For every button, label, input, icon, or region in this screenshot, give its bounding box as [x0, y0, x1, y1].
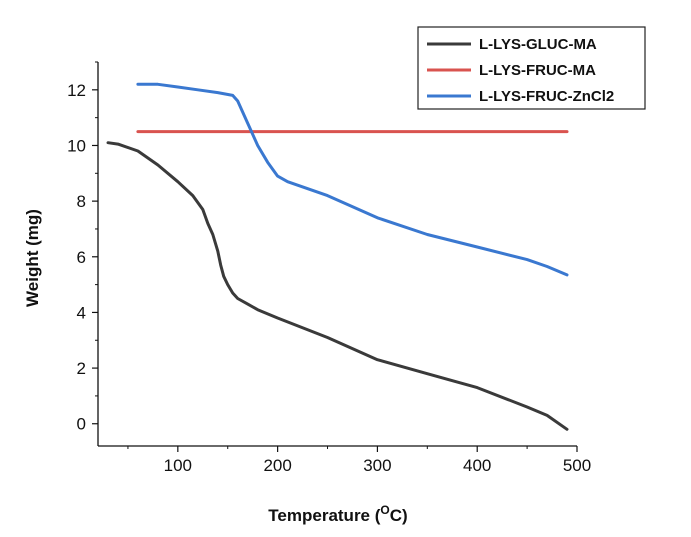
- series-line-l-lys-gluc-ma: [106, 141, 569, 431]
- x-tick-label: 500: [563, 456, 591, 475]
- x-tick-label: 100: [164, 456, 192, 475]
- series-lines: [106, 82, 569, 431]
- x-axis-label-suffix: C): [390, 506, 408, 525]
- legend-label-l-lys-gluc-ma: L-LYS-GLUC-MA: [479, 36, 597, 53]
- legend: L-LYS-GLUC-MA L-LYS-FRUC-MA L-LYS-FRUC-ZnC…: [417, 26, 646, 110]
- y-axis-label: Weight (mg): [23, 209, 42, 307]
- y-tick-label: 10: [67, 136, 86, 155]
- x-axis-ticks: 100 200 300 400 500: [127, 446, 591, 475]
- legend-label-l-lys-fruc-zncl2: L-LYS-FRUC-ZnCl2: [479, 88, 614, 105]
- legend-label-l-lys-fruc-ma: L-LYS-FRUC-MA: [479, 62, 596, 79]
- y-tick-label: 6: [77, 248, 86, 267]
- y-tick-label: 12: [67, 81, 86, 100]
- series-line-l-lys-fruc-zncl2: [136, 82, 569, 277]
- y-tick-label: 8: [77, 192, 86, 211]
- x-tick-label: 300: [363, 456, 391, 475]
- y-tick-label: 2: [77, 359, 86, 378]
- y-tick-label: 0: [77, 415, 86, 434]
- x-axis-label-superscript: O: [380, 503, 389, 517]
- x-tick-label: 400: [463, 456, 491, 475]
- legend-box: [417, 26, 646, 110]
- x-axis-label-main: Temperature (: [268, 506, 380, 525]
- x-tick-label: 200: [263, 456, 291, 475]
- x-axis-label: Temperature (OC): [268, 503, 407, 525]
- y-axis-ticks: 0 2 4 6 8 10 12: [67, 61, 98, 434]
- y-tick-label: 4: [77, 303, 86, 322]
